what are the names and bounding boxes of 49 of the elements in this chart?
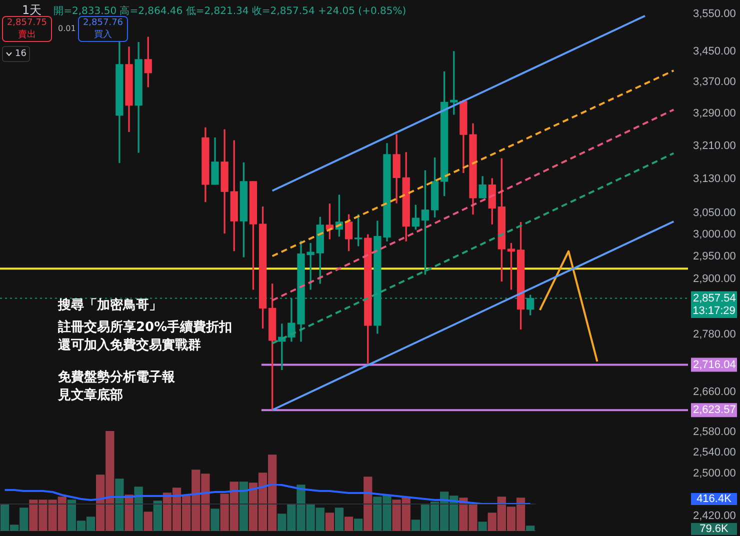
bar <box>364 476 372 531</box>
y-tick-label: 2,660.00 <box>693 386 736 398</box>
annotation: 還可加入免費交易實戰群 <box>58 336 201 354</box>
y-tick-label: 3,370.00 <box>693 76 736 88</box>
bar <box>344 516 354 531</box>
y-tick-label: 3,550.00 <box>693 8 736 20</box>
annotation: 見文章底部 <box>58 386 123 404</box>
y-tick-label: 3,050.00 <box>693 206 736 219</box>
text: 13:17:29 <box>691 305 737 318</box>
y-tick-label: 2,780.00 <box>693 328 736 340</box>
bar <box>124 494 134 531</box>
text: 79.6K <box>691 523 737 535</box>
y-tick-label: 3,210.00 <box>693 140 736 152</box>
y-tick-label: 3,450.00 <box>693 45 736 58</box>
chart-title: 1天 <box>22 2 42 18</box>
annotation: 註冊交易所享20%手續費折扣 <box>58 318 232 336</box>
y-tick-label: 2,500.00 <box>693 467 736 480</box>
bar <box>144 512 152 531</box>
bar <box>239 482 248 531</box>
bar <box>115 478 124 531</box>
ref-line-label: 2,716.04 <box>693 358 736 371</box>
y-tick-label: 3,290.00 <box>693 108 736 120</box>
bar <box>334 508 344 531</box>
y-tick-label: 3,000.00 <box>693 228 736 241</box>
annotation: 0.01 <box>58 24 76 33</box>
annotation: 賣出 <box>17 29 37 41</box>
text: 416.4K <box>691 493 737 505</box>
bar <box>478 522 487 531</box>
y-tick-label: 2,540.00 <box>693 446 736 459</box>
y-tick-label: 2,950.00 <box>693 250 736 263</box>
chart-subtitle: 開=2,833.50 高=2,864.46 低=2,821.34 收=2,857.54 +24.05 (+0.85%) <box>54 4 406 18</box>
bar <box>526 526 535 531</box>
bar <box>134 486 143 531</box>
ref-line-label: 2,857.54 <box>693 292 736 304</box>
bar <box>354 518 363 531</box>
y-tick-label: 2,420.00 <box>693 510 736 522</box>
annotation: 搜尋「加密鳥哥」 <box>58 296 162 314</box>
y-tick-label: 2,900.00 <box>693 272 736 285</box>
y-tick-label: 3,130.00 <box>693 172 736 185</box>
bar <box>210 508 220 531</box>
bar <box>153 500 162 531</box>
annotation: 2,857.75 <box>6 17 48 29</box>
annotation: 16 <box>15 49 26 59</box>
y-tick-label: 2,580.00 <box>693 426 736 438</box>
ref-line-label: 2,623.57 <box>693 404 736 416</box>
annotation: 免費盤勢分析電子報 <box>58 369 175 386</box>
bar <box>325 512 334 531</box>
annotation: 2,857.76 <box>82 17 124 29</box>
annotation: 買入 <box>93 29 113 41</box>
